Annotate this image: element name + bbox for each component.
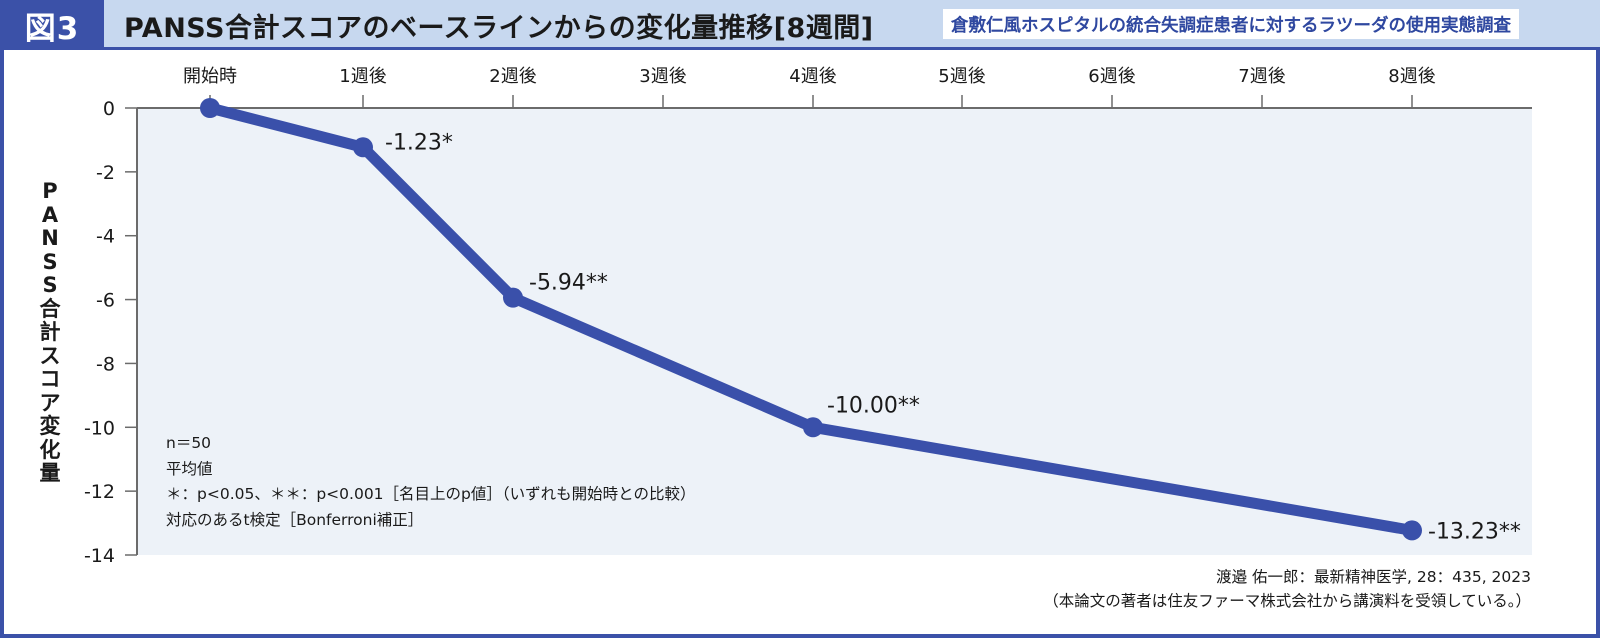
x-tick-label: 3週後	[639, 66, 686, 87]
data-label: -1.23*	[385, 130, 453, 155]
y-tick-label: -12	[84, 481, 115, 503]
y-tick-label: -14	[84, 545, 115, 567]
y-axis-label-char: 計	[39, 320, 61, 344]
x-axis-ticks: 開始時 1週後 2週後 3週後 4週後 5週後 6週後 7週後 8週後	[183, 66, 1436, 108]
y-tick-label: -6	[96, 290, 115, 312]
y-axis-label-char: S	[42, 249, 58, 274]
y-tick-label: -2	[96, 162, 115, 184]
citation-disclosure: （本論文の著者は住友ファーマ株式会社から講演料を受領している。）	[1043, 592, 1531, 610]
chart-title: PANSS合計スコアのベースラインからの変化量推移[8週間]	[124, 13, 874, 44]
x-tick-label: 5週後	[938, 66, 985, 87]
x-tick-label: 2週後	[489, 66, 536, 87]
data-series: -1.23* -5.94** -10.00** -13.23**	[200, 98, 1521, 544]
citation-reference: 渡邉 佑一郎：最新精神医学, 28：435, 2023	[1216, 568, 1531, 586]
axes	[136, 107, 1532, 555]
data-point-marker	[200, 98, 220, 118]
x-tick-label: 6週後	[1088, 66, 1135, 87]
data-point-marker	[353, 137, 373, 158]
note-test-method: 対応のあるt検定［Bonferroni補正］	[166, 510, 424, 529]
y-axis-label-char: N	[41, 226, 59, 250]
data-label: -5.94**	[529, 271, 608, 296]
chart-notes: n＝50 平均値 ＊：p<0.05、＊＊：p<0.001［名目上のp値］（いずれ…	[166, 431, 695, 533]
figure-number: 図3	[0, 0, 104, 50]
source-citation: 渡邉 佑一郎：最新精神医学, 28：435, 2023 （本論文の著者は住友ファ…	[1043, 565, 1531, 613]
y-axis-label-char: S	[42, 273, 58, 297]
note-significance: ＊：p<0.05、＊＊：p<0.001［名目上のp値］（いずれも開始時との比較）	[166, 485, 696, 503]
data-point-marker	[803, 417, 823, 438]
x-tick-label: 1週後	[339, 66, 386, 87]
plot-area	[137, 108, 1532, 555]
data-label: -10.00**	[827, 393, 920, 418]
y-axis-label-char: 量	[39, 461, 61, 485]
data-label: -13.23**	[1428, 519, 1521, 544]
y-axis-label-char: P	[42, 179, 58, 203]
chart-subtitle: 倉敷仁風ホスピタルの統合失調症患者に対するラツーダの使用実態調査	[943, 9, 1519, 39]
note-sample-size: n＝50	[166, 434, 212, 452]
x-tick-label: 8週後	[1388, 66, 1435, 87]
y-tick-label: 0	[103, 98, 115, 120]
x-tick-label: 開始時	[183, 66, 237, 87]
figure-header: 図3 PANSS合計スコアのベースラインからの変化量推移[8週間] 倉敷仁風ホス…	[0, 0, 1600, 50]
y-axis-label-char: 合	[39, 296, 61, 321]
data-point-marker	[1402, 520, 1422, 541]
x-tick-label: 7週後	[1238, 66, 1285, 87]
y-axis-label-char: 化	[39, 437, 61, 462]
y-axis-label-char: コ	[39, 367, 61, 391]
y-tick-label: -4	[96, 226, 115, 248]
y-axis-label-char: 変	[39, 414, 61, 438]
data-point-marker	[503, 287, 523, 308]
note-statistic: 平均値	[166, 459, 213, 478]
y-axis-label-char: A	[41, 202, 59, 227]
y-axis-ticks: 0 -2 -4 -6 -8 -10 -12 -14	[84, 98, 137, 567]
y-axis-label-char: ア	[39, 390, 61, 415]
x-tick-label: 4週後	[789, 66, 836, 87]
y-tick-label: -8	[96, 353, 115, 375]
y-axis-label-char: ス	[39, 343, 61, 368]
y-tick-label: -10	[84, 417, 115, 439]
